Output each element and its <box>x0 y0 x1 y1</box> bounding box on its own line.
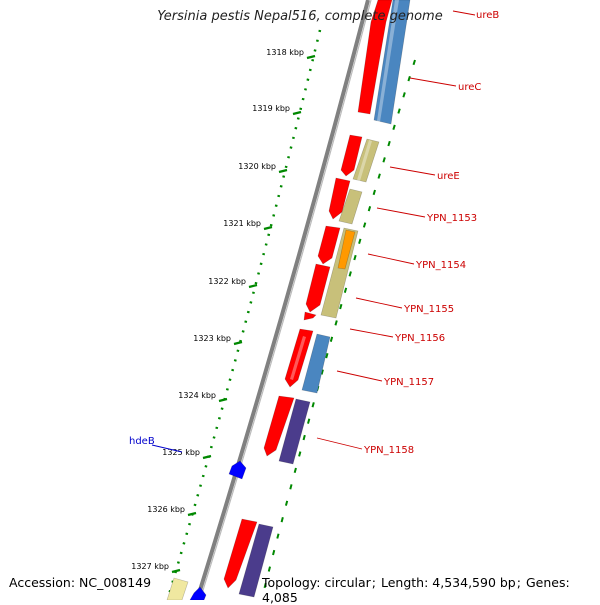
genome-stats: Topology: circular; Length: 4,534,590 bp… <box>262 575 570 605</box>
feature-layer <box>166 0 411 600</box>
gene-minus-fragment <box>189 586 207 600</box>
feature-highlight <box>290 336 306 380</box>
topology-value: circular <box>324 575 371 590</box>
gene-label-hdeB: hdeB <box>129 436 155 447</box>
label-leader-line <box>355 297 403 309</box>
gene-ureC-bar <box>373 0 411 125</box>
gene-1157-bar <box>301 333 331 394</box>
tick-mark <box>233 340 243 346</box>
gene-1155-arrow <box>305 263 331 313</box>
feature-highlight <box>357 140 372 181</box>
tick-mark <box>218 397 228 403</box>
tick-label: 1321 kbp <box>223 219 261 228</box>
genes-value: 4,085 <box>262 590 298 605</box>
label-leader-line <box>336 370 383 382</box>
genes-label: Genes: <box>525 575 570 590</box>
gene-1153-bar <box>338 188 363 225</box>
tick-mark <box>248 283 258 289</box>
tick-label: 1327 kbp <box>131 562 169 571</box>
gene-1154-arrow <box>317 225 341 265</box>
gene-label-YPN_1158: YPN_1158 <box>363 445 414 456</box>
gene-label-ureC: ureC <box>458 82 481 93</box>
map-title: Yersinia pestis Nepal516, complete genom… <box>157 9 443 24</box>
gene-label-YPN_1155: YPN_1155 <box>403 304 454 315</box>
gene-next-arrow <box>223 518 258 589</box>
tick-mark <box>306 54 316 60</box>
backbone-highlight <box>199 0 372 600</box>
tick-mark <box>278 168 288 174</box>
accession-label: Accession: <box>9 575 76 590</box>
gene-hdeB-arrow <box>228 460 247 480</box>
length-label: Length: <box>380 575 429 590</box>
label-leader-line <box>389 166 436 176</box>
length-value: 4,534,590 bp <box>432 575 516 590</box>
tick-mark <box>202 454 212 460</box>
label-layer: ureB ureC ureE YPN_1153 YPN_1154 YPN_1155 YPN_… <box>129 10 499 456</box>
label-leader-line <box>316 437 363 450</box>
label-leader-line <box>376 207 426 218</box>
tick-label: 1323 kbp <box>193 334 231 343</box>
accession-info: Accession: NC_008149 <box>9 575 151 590</box>
gene-next-bar <box>238 523 274 598</box>
tick-label: 1325 kbp <box>162 448 200 457</box>
backbone-circle <box>195 0 370 600</box>
gene-label-ureB: ureB <box>476 10 499 21</box>
tick-label: 1318 kbp <box>266 48 304 57</box>
gene-label-YPN_1156: YPN_1156 <box>394 333 445 344</box>
tick-label: 1322 kbp <box>208 277 246 286</box>
gene-ureE-arrow <box>340 134 363 177</box>
label-leader-line <box>367 253 415 265</box>
tick-mark <box>187 511 197 517</box>
gene-1158-arrow <box>263 395 295 457</box>
gene-label-YPN_1157: YPN_1157 <box>383 377 434 388</box>
inner-ruler-track <box>261 59 416 599</box>
gene-label-YPN_1153: YPN_1153 <box>426 213 477 224</box>
gene-ureB-ureC-arrow <box>357 0 393 115</box>
tick-mark <box>171 568 181 574</box>
tick-layer: 1318 kbp 1319 kbp 1320 kbp 1321 kbp 1322 kbp… <box>131 48 316 574</box>
gene-1158-bar <box>278 398 311 465</box>
topology-label: Topology: <box>262 575 321 590</box>
tick-label: 1320 kbp <box>238 162 276 171</box>
ruler-track <box>166 29 322 599</box>
tick-label: 1319 kbp <box>252 104 290 113</box>
feature-highlight <box>377 0 399 122</box>
tick-mark <box>292 110 302 116</box>
gene-1153-arrow <box>328 177 351 220</box>
label-leader-line <box>349 328 394 338</box>
label-leader-line <box>452 10 476 16</box>
gene-yellow-fragment <box>166 577 189 600</box>
gene-1154-orange <box>337 229 356 270</box>
tick-mark <box>263 225 273 231</box>
gene-1157-arrow <box>284 328 314 388</box>
label-leader-line <box>151 444 183 453</box>
accession-value: NC_008149 <box>79 575 152 590</box>
gene-label-ureE: ureE <box>437 171 460 182</box>
gene-label-YPN_1154: YPN_1154 <box>415 260 466 271</box>
tick-label: 1326 kbp <box>147 505 185 514</box>
gene-ureE-bar <box>352 138 380 183</box>
gene-1156-arrow <box>303 311 317 321</box>
label-leader-line <box>409 77 457 87</box>
tick-label: 1324 kbp <box>178 391 216 400</box>
